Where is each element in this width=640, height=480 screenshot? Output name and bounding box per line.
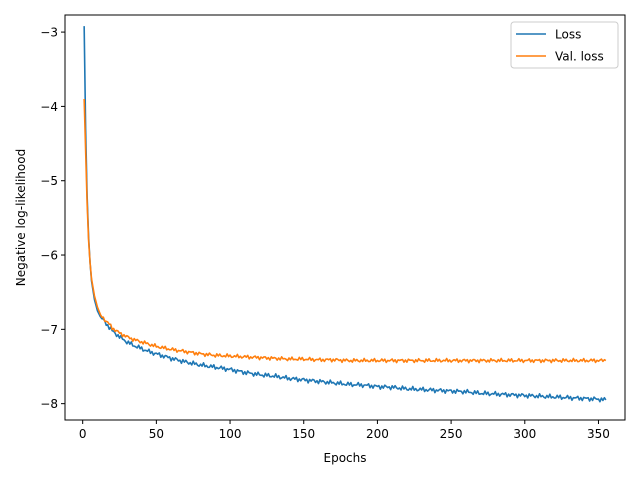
x-axis: 0 50 100 150 200 250 300 350 [79, 420, 610, 441]
y-tick-label: −6 [40, 249, 58, 263]
x-axis-label: Epochs [324, 451, 367, 465]
y-tick-label: −5 [40, 174, 58, 188]
y-axis: −8 −7 −6 −5 −4 −3 [40, 26, 65, 411]
x-tick-label: 0 [79, 427, 87, 441]
y-tick-label: −4 [40, 100, 58, 114]
x-tick-label: 300 [513, 427, 536, 441]
x-tick-label: 350 [587, 427, 610, 441]
legend-label-val-loss: Val. loss [555, 50, 604, 64]
y-tick-label: −3 [40, 26, 58, 40]
y-axis-label: Negative log-likelihood [14, 149, 28, 286]
series-line-loss [83, 26, 607, 403]
plot-frame [64, 14, 626, 421]
series-layer [83, 26, 607, 403]
x-tick-label: 150 [292, 427, 315, 441]
series-line-val-loss [83, 98, 607, 364]
y-tick-label: −8 [40, 397, 58, 411]
x-tick-label: 100 [219, 427, 242, 441]
legend-label-loss: Loss [555, 28, 581, 42]
x-tick-label: 50 [149, 427, 164, 441]
legend: Loss Val. loss [510, 21, 619, 69]
x-tick-label: 250 [440, 427, 463, 441]
y-tick-label: −7 [40, 323, 58, 337]
x-tick-label: 200 [366, 427, 389, 441]
